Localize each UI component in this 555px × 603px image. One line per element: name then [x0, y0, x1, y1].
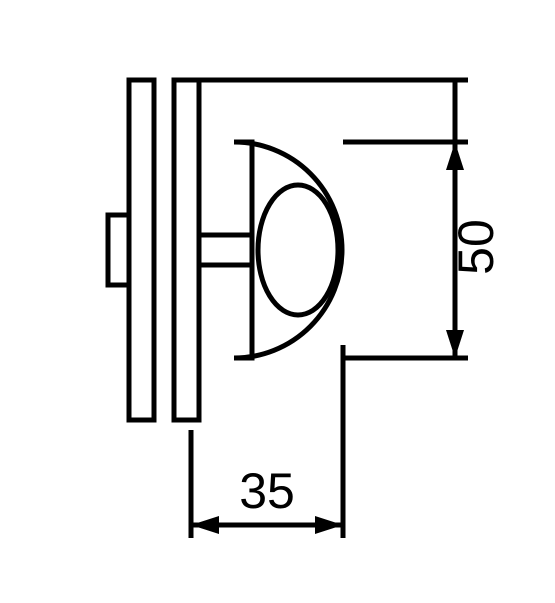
shaft	[199, 235, 252, 265]
dim-text-50: 50	[448, 219, 504, 275]
plate-left	[129, 80, 154, 420]
technical-drawing: 50 35	[0, 0, 555, 603]
knob-body	[234, 142, 342, 358]
plate-right	[174, 80, 199, 420]
dim-arrow-35-left	[191, 516, 219, 534]
dim-arrow-35-right	[315, 516, 343, 534]
stub-outline	[108, 215, 129, 285]
dim-arrow-50-top	[446, 142, 464, 170]
dim-text-35: 35	[239, 463, 295, 519]
dim-arrow-50-bot	[446, 330, 464, 358]
